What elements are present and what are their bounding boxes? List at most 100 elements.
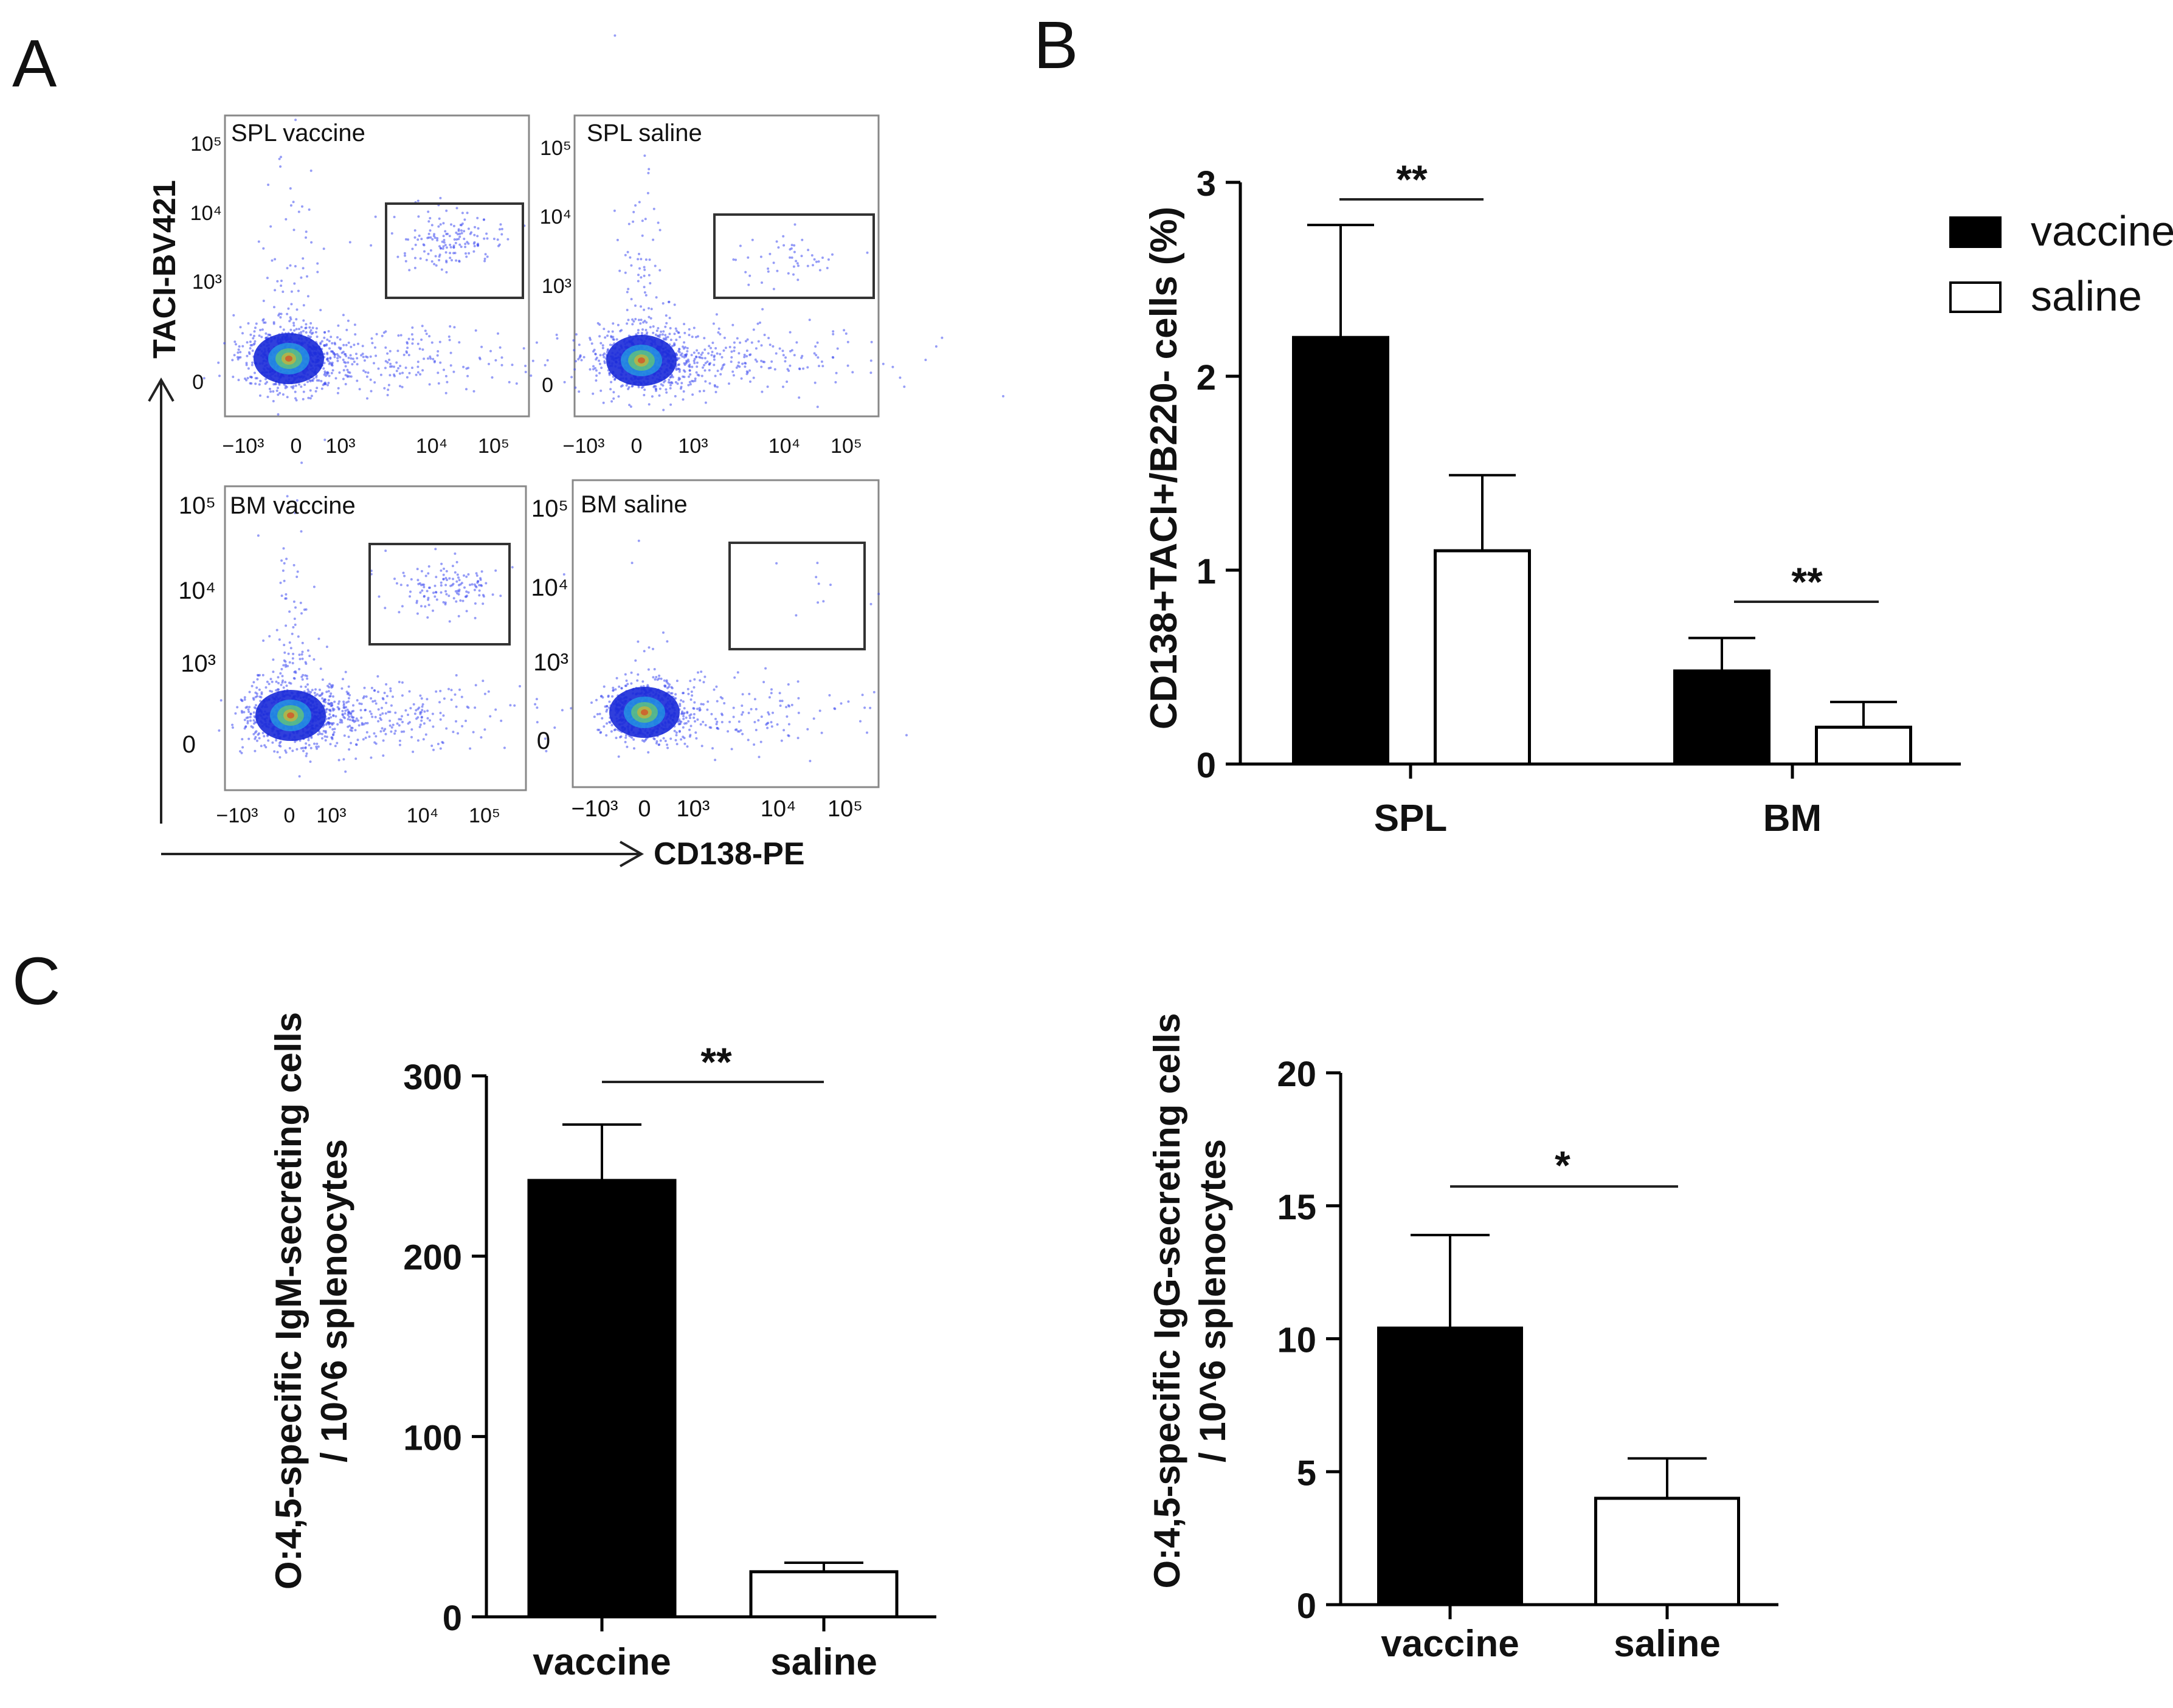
flow-event	[280, 312, 283, 315]
flow-event	[500, 356, 503, 359]
flow-event	[475, 574, 478, 577]
flow-event	[694, 720, 696, 723]
flow-event	[749, 353, 752, 356]
flow-event	[323, 370, 326, 373]
flow-event	[713, 688, 716, 691]
flow-event	[941, 336, 944, 339]
flow-event	[348, 375, 351, 378]
flow-event	[269, 390, 272, 393]
flow-event	[457, 228, 460, 231]
flow-event	[675, 339, 678, 342]
flow-event	[660, 383, 663, 386]
flow-event	[706, 700, 710, 703]
flow-event	[254, 377, 257, 380]
flow-event	[755, 360, 758, 363]
flow-event	[818, 365, 820, 368]
flow-event	[320, 340, 323, 343]
flow-event	[728, 346, 731, 348]
flow-event	[590, 342, 593, 345]
flow-event	[252, 732, 255, 735]
flow-event	[448, 235, 451, 238]
flow-event	[688, 735, 691, 738]
flow-event	[562, 573, 565, 576]
flow-event	[778, 692, 781, 695]
chart-c-right-y-axis-label-line1: O:4,5-specific IgG-secreting cells	[1147, 1013, 1187, 1588]
flow-event	[418, 706, 421, 709]
flow-event	[396, 350, 399, 353]
flow-event	[249, 715, 252, 718]
flow-event	[393, 577, 396, 580]
flow-event	[285, 218, 288, 221]
flow-event	[643, 320, 646, 322]
flow-event	[590, 701, 593, 704]
flow-xtick: 10³	[316, 804, 346, 827]
flow-event	[429, 217, 432, 219]
flow-event	[258, 673, 261, 677]
flow-event	[626, 309, 629, 311]
flow-event	[272, 390, 275, 393]
flow-event	[820, 731, 823, 734]
flow-event	[689, 373, 692, 376]
flow-event	[626, 291, 629, 294]
flow-event	[465, 255, 468, 258]
flow-event	[416, 342, 420, 345]
flow-ytick: 10⁴	[531, 574, 568, 601]
flow-event	[769, 343, 772, 346]
flow-event	[347, 341, 350, 344]
flow-event	[509, 704, 512, 707]
flow-event	[812, 264, 814, 267]
flow-event	[640, 319, 643, 322]
flow-event	[274, 382, 277, 385]
flow-event	[406, 346, 409, 350]
flow-event	[831, 253, 834, 256]
flow-event	[817, 601, 820, 604]
flow-event	[279, 581, 282, 584]
flow-event	[721, 697, 724, 700]
flow-event	[688, 365, 691, 368]
flow-event	[325, 690, 328, 694]
flow-event	[450, 698, 453, 701]
flow-event	[463, 586, 466, 589]
flow-event	[846, 340, 849, 343]
flow-event	[662, 333, 664, 336]
flow-event	[249, 340, 252, 343]
flow-xtick: 10³	[325, 435, 355, 458]
flow-event	[421, 348, 424, 351]
flow-event	[714, 374, 717, 377]
flow-event	[304, 674, 307, 677]
flow-event	[443, 368, 445, 371]
flow-event	[845, 332, 848, 335]
flow-event	[570, 707, 573, 710]
flow-event	[806, 366, 809, 369]
flow-event	[294, 119, 297, 122]
flow-event	[315, 327, 318, 330]
flow-event	[556, 337, 559, 340]
flow-event	[347, 319, 350, 322]
chart-b-y-axis-label: CD138+TACI+/B220- cells (%)	[1143, 207, 1185, 729]
flow-event	[442, 245, 445, 248]
flow-event	[753, 721, 756, 723]
flow-event	[480, 345, 483, 348]
flow-event	[648, 274, 651, 277]
flow-event	[395, 582, 398, 585]
flow-event	[407, 714, 409, 716]
flow-event	[232, 376, 235, 378]
flow-event	[686, 346, 689, 350]
flow-event	[649, 317, 652, 320]
flow-event	[455, 231, 458, 234]
flow-event	[671, 376, 674, 379]
flow-event	[283, 562, 286, 565]
flow-event	[327, 721, 330, 725]
flow-event	[309, 336, 312, 339]
flow-event	[294, 265, 297, 267]
flow-event	[254, 382, 257, 385]
flow-event	[374, 346, 376, 349]
flow-event	[421, 369, 424, 372]
flow-event	[259, 379, 262, 382]
flow-event	[606, 708, 609, 711]
flow-event	[665, 338, 668, 341]
flow-event	[300, 276, 303, 279]
flow-xtick: 10⁵	[469, 804, 500, 827]
flow-event	[673, 729, 676, 732]
flow-ytick: 0	[542, 374, 553, 397]
